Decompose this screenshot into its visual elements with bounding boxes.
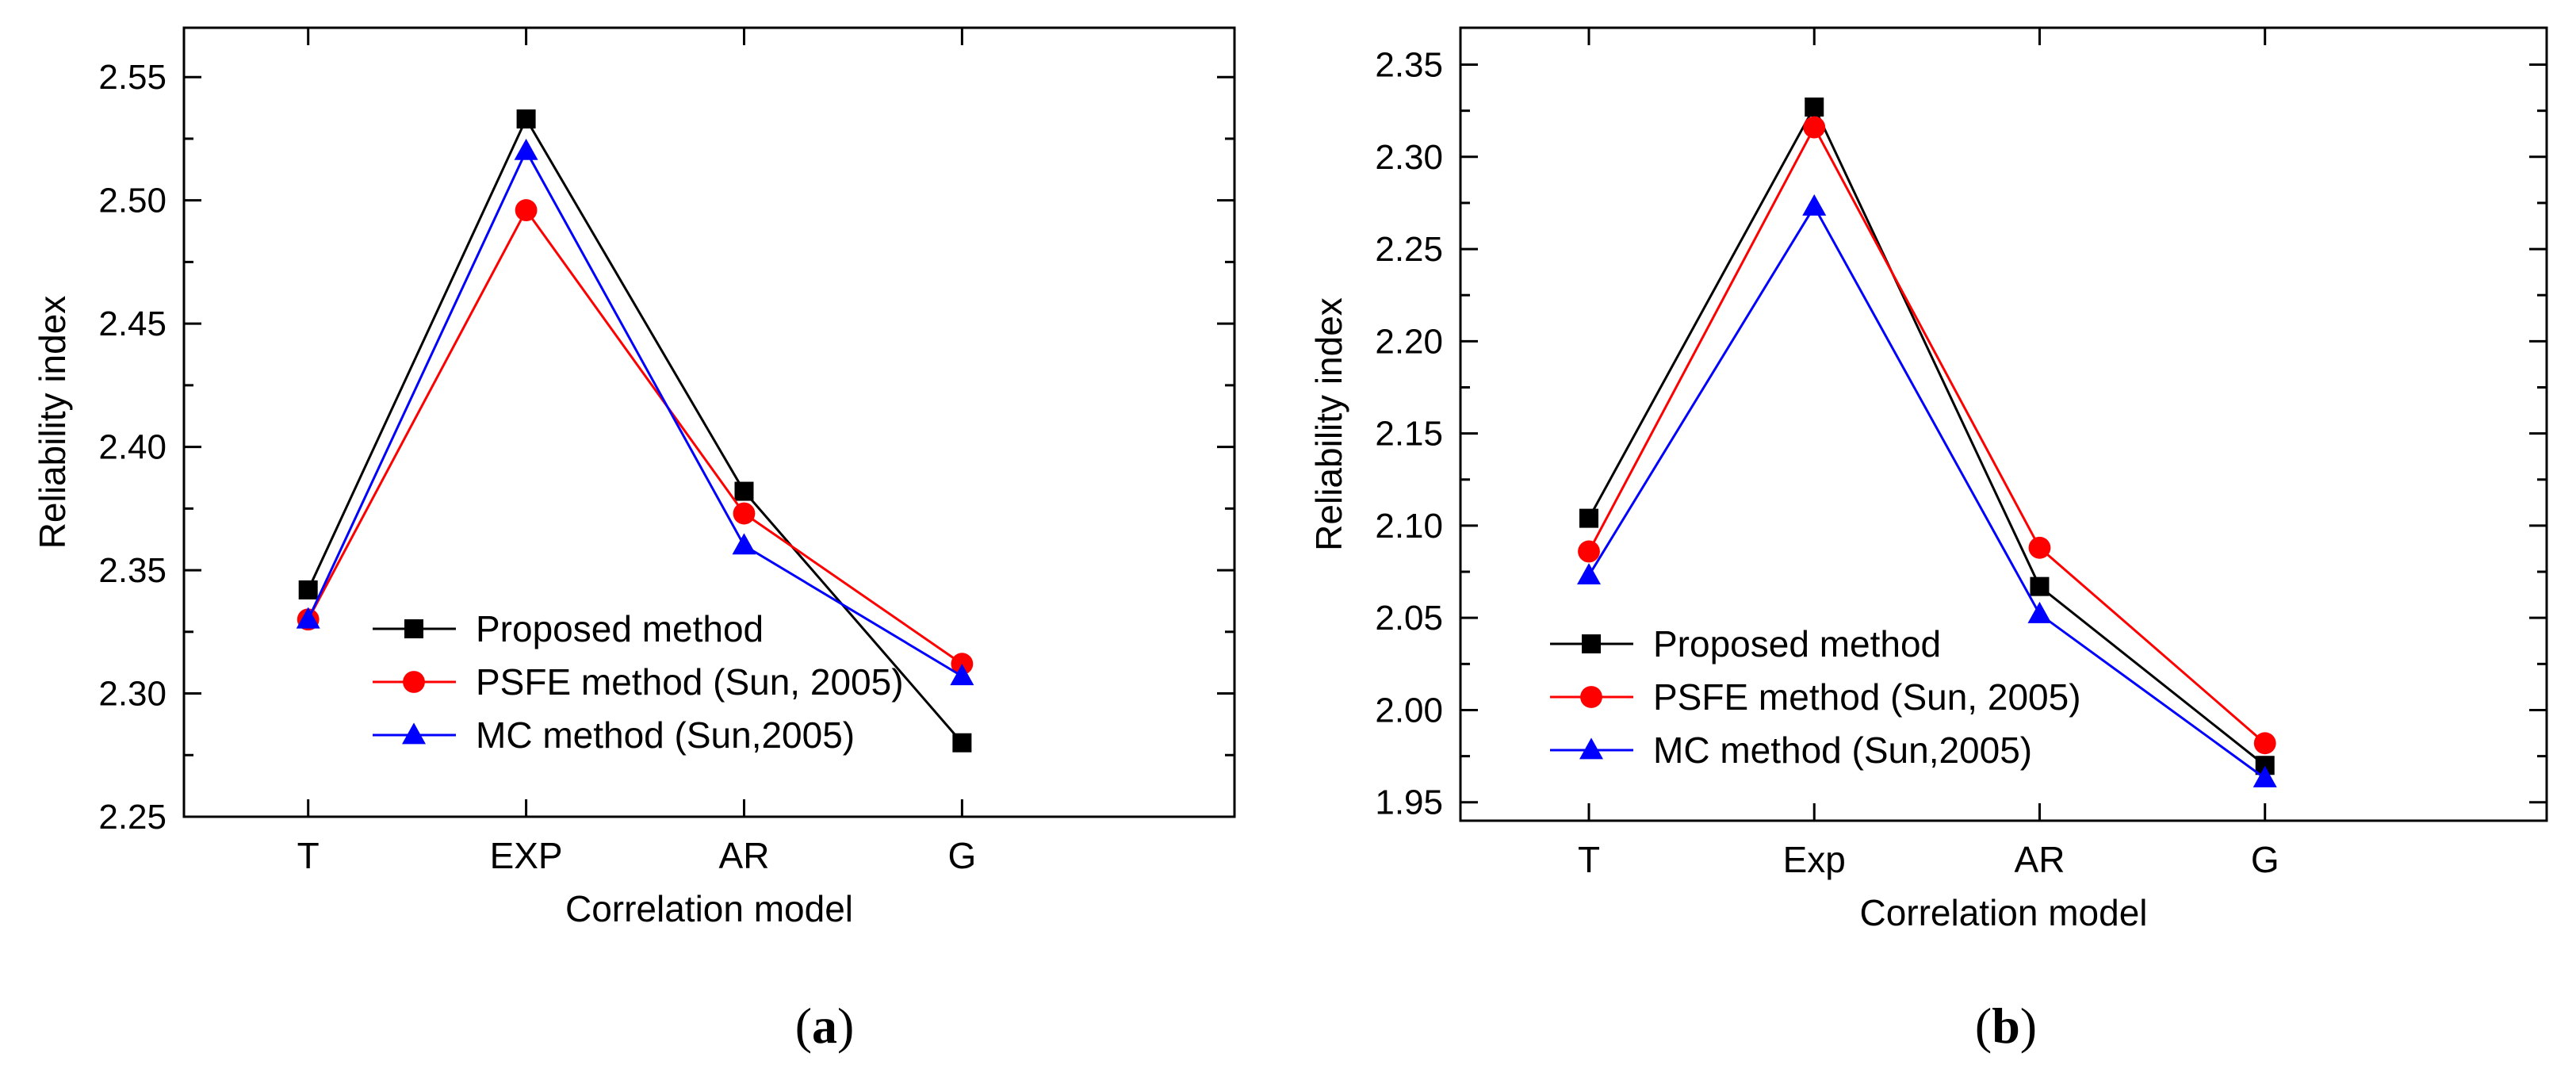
x-axis-label: Correlation model xyxy=(565,888,853,929)
data-point-triangle xyxy=(296,607,320,629)
data-point-circle xyxy=(1578,540,1600,563)
y-tick-label: 2.35 xyxy=(1375,46,1443,85)
data-point-triangle xyxy=(2253,765,2277,787)
data-point-square xyxy=(516,109,536,129)
data-point-square xyxy=(1805,98,1824,117)
panel-b: 1.95 2.00 2.05 2.10 2.15 2.20 2.25 2.30 2.35 T Exp… xyxy=(1308,26,2548,933)
x-tick-label: EXP xyxy=(490,835,563,876)
y-tick-label: 2.00 xyxy=(1375,691,1443,730)
x-tick-label: G xyxy=(947,835,976,876)
y-tick-label: 2.50 xyxy=(98,182,167,220)
series-line-square xyxy=(307,116,963,744)
data-point-circle xyxy=(2028,536,2051,559)
data-point-triangle xyxy=(732,533,756,555)
x-tick-label: AR xyxy=(719,835,770,876)
y-tick-label: 2.15 xyxy=(1375,415,1443,454)
data-point-triangle xyxy=(2027,601,2052,623)
series-line-square xyxy=(1587,104,2266,767)
data-point-circle xyxy=(1803,116,1826,139)
data-point-circle xyxy=(515,199,538,222)
x-axis-label: Correlation model xyxy=(1859,892,2147,933)
series-line-circle xyxy=(1587,124,2266,745)
x-tick-label: G xyxy=(2251,839,2279,880)
legend-label: MC method (Sun,2005) xyxy=(476,714,855,756)
x-tick-label: AR xyxy=(2015,839,2065,880)
x-tick-label: Exp xyxy=(1783,839,1846,880)
x-tick-label: T xyxy=(297,835,320,876)
legend-marker-circle xyxy=(1580,686,1602,708)
y-tick-label: 2.05 xyxy=(1375,599,1443,638)
panel-b-caption: (b) xyxy=(1975,998,2037,1054)
plot-frame xyxy=(182,26,1236,818)
series-line-triangle xyxy=(307,148,963,678)
legend-marker-square xyxy=(1582,634,1601,653)
data-point-triangle xyxy=(1802,193,1827,216)
data-point-triangle xyxy=(1577,563,1602,585)
y-axis-label: Reliability index xyxy=(32,296,73,550)
legend-label: Proposed method xyxy=(1653,623,1941,664)
y-tick-label: 2.45 xyxy=(98,304,167,343)
legend-marker-triangle xyxy=(1579,737,1603,760)
y-tick-label: 2.20 xyxy=(1375,322,1443,361)
x-tick-label: T xyxy=(1578,839,1600,880)
data-point-square xyxy=(952,733,972,753)
y-tick-label: 1.95 xyxy=(1375,783,1443,822)
y-tick-label: 2.55 xyxy=(98,58,167,97)
data-point-square xyxy=(298,580,318,599)
y-tick-label: 2.35 xyxy=(98,551,167,590)
plot-frame xyxy=(1459,26,2548,822)
data-point-square xyxy=(1579,508,1599,528)
panel-a: 2.25 2.30 2.35 2.40 2.45 2.50 2.55 T EXP AR G Corre… xyxy=(32,26,1236,929)
legend-label: PSFE method (Sun, 2005) xyxy=(1653,676,2081,718)
data-point-triangle xyxy=(950,664,974,686)
legend-label: PSFE method (Sun, 2005) xyxy=(476,661,904,703)
legend-label: Proposed method xyxy=(476,608,764,649)
y-tick-label: 2.40 xyxy=(98,428,167,467)
y-tick-label: 2.25 xyxy=(98,798,167,837)
y-tick-label: 2.25 xyxy=(1375,230,1443,269)
y-tick-label: 2.10 xyxy=(1375,507,1443,546)
series-line-triangle xyxy=(1587,204,2266,779)
data-point-square xyxy=(2030,576,2050,596)
y-tick-label: 2.30 xyxy=(98,675,167,714)
y-axis-label: Reliability index xyxy=(1308,297,1349,551)
legend-marker-triangle xyxy=(402,722,426,745)
panel-a-caption: (a) xyxy=(795,998,855,1054)
y-tick-label: 2.30 xyxy=(1375,138,1443,177)
data-point-circle xyxy=(2253,732,2276,755)
legend-marker-circle xyxy=(403,671,425,693)
data-point-triangle xyxy=(514,138,538,160)
data-point-square xyxy=(734,481,754,501)
legend-label: MC method (Sun,2005) xyxy=(1653,730,2032,771)
legend-marker-square xyxy=(404,619,423,638)
data-point-circle xyxy=(733,502,756,525)
series-line-circle xyxy=(307,208,963,665)
